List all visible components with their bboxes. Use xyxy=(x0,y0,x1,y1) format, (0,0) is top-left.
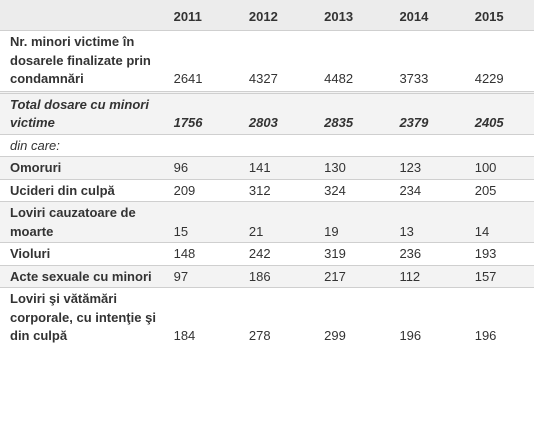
header-year-2015: 2015 xyxy=(459,0,534,31)
cell-value: 1756 xyxy=(158,92,234,134)
cell-value: 217 xyxy=(309,265,385,288)
cell-value: 141 xyxy=(233,156,310,179)
table-row-subheading: din care: xyxy=(0,134,534,157)
cell-value: 242 xyxy=(248,246,271,261)
cell-value: 148 xyxy=(173,246,196,261)
row-label: Omoruri xyxy=(0,156,159,179)
cell-value: 236 xyxy=(399,246,422,261)
cell-value: 209 xyxy=(173,182,196,198)
cell-value: 2835 xyxy=(309,92,385,134)
cell-value: 123 xyxy=(384,156,460,179)
cell-value: 19 xyxy=(309,201,385,243)
cell-value: 97 xyxy=(158,265,234,288)
table-row: Ucideri din culpă 209 312 324 234 205 xyxy=(0,179,534,202)
cell-value: 3733 xyxy=(399,71,429,86)
cell-value: 14 xyxy=(459,201,534,243)
cell-value: 2379 xyxy=(384,92,460,134)
row-label: Ucideri din culpă xyxy=(10,182,115,198)
cell-value: 193 xyxy=(474,246,497,261)
subheading-label: din care: xyxy=(10,137,60,153)
cell-value: 196 xyxy=(474,328,497,343)
cell-value: 196 xyxy=(399,328,422,343)
cell-value: 2405 xyxy=(459,92,534,134)
cell-value: 2803 xyxy=(233,92,310,134)
cell-value: 13 xyxy=(384,201,460,243)
cell-value: 21 xyxy=(233,201,310,243)
table-row: Omoruri 96 141 130 123 100 xyxy=(0,156,534,179)
cell-value: 184 xyxy=(173,328,196,343)
table-row: Nr. minori victime în dosarele finalizat… xyxy=(0,30,534,93)
cell-value: 96 xyxy=(158,156,234,179)
cell-value: 234 xyxy=(399,182,422,198)
header-year-2011: 2011 xyxy=(158,0,234,31)
cell-value: 157 xyxy=(459,265,534,288)
row-label: Loviri şi vătămări corporale, cu intenţi… xyxy=(10,291,156,343)
cell-value: 205 xyxy=(474,182,497,198)
header-year-2014: 2014 xyxy=(384,0,460,31)
cell-value: 4229 xyxy=(474,71,504,86)
table-row: Loviri şi vătămări corporale, cu intenţi… xyxy=(0,287,534,347)
row-label: Nr. minori victime în dosarele finalizat… xyxy=(10,34,151,86)
cell-value: 324 xyxy=(324,182,346,198)
cell-value: 312 xyxy=(248,182,271,198)
table-row: Acte sexuale cu minori 97 186 217 112 15… xyxy=(0,265,534,288)
cell-value: 4482 xyxy=(324,71,354,86)
row-label: Acte sexuale cu minori xyxy=(0,265,159,288)
table-row: Violuri 148 242 319 236 193 xyxy=(0,242,534,266)
header-corner-cell xyxy=(0,0,159,31)
cell-value: 186 xyxy=(233,265,310,288)
header-year-2013: 2013 xyxy=(309,0,385,31)
cell-value: 299 xyxy=(324,328,346,343)
cell-value: 100 xyxy=(459,156,534,179)
cell-value: 112 xyxy=(384,265,460,288)
cell-value: 15 xyxy=(158,201,234,243)
row-label: Violuri xyxy=(10,246,51,261)
table-row-total: Total dosare cu minori victime 1756 2803… xyxy=(0,92,534,134)
cell-value: 2641 xyxy=(173,71,203,86)
cell-value: 278 xyxy=(248,328,271,343)
cell-value: 130 xyxy=(309,156,385,179)
header-year-2012: 2012 xyxy=(233,0,310,31)
statistics-table: 2011 2012 2013 2014 2015 Nr. minori vict… xyxy=(0,0,534,347)
cell-value: 319 xyxy=(324,246,346,261)
table-header-row: 2011 2012 2013 2014 2015 xyxy=(0,0,534,31)
row-label: Loviri cauzatoare de moarte xyxy=(0,201,159,243)
cell-value: 4327 xyxy=(248,71,278,86)
table-row: Loviri cauzatoare de moarte 15 21 19 13 … xyxy=(0,201,534,243)
row-label: Total dosare cu minori victime xyxy=(0,92,159,134)
